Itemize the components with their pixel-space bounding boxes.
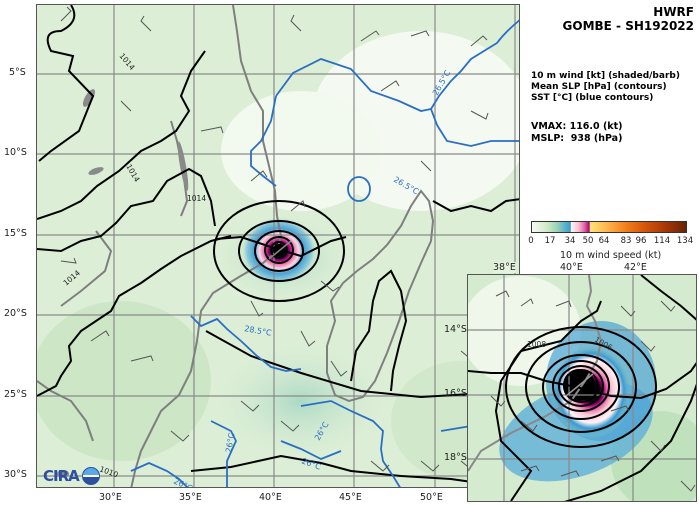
legend-slp: Mean SLP [hPa] (contours) bbox=[531, 82, 667, 92]
vmax-label: VMAX: 116.0 (kt) bbox=[531, 121, 623, 132]
inset-slp-label: 1008 bbox=[527, 340, 546, 349]
storm-name: GOMBE - SH192022 bbox=[562, 19, 694, 33]
lat-label-25s: 25°S bbox=[4, 389, 27, 400]
model-name: HWRF bbox=[653, 5, 694, 19]
lat-label-5s: 5°S bbox=[9, 67, 26, 78]
cira-logo-text: CIRA bbox=[43, 467, 80, 485]
field-legend: 10 m wind [kt] (shaded/barb) Mean SLP [h… bbox=[531, 71, 680, 104]
lat-label-10s: 10°S bbox=[4, 147, 27, 158]
lon-label-30e: 30°E bbox=[99, 492, 122, 503]
lon-label-50e: 50°E bbox=[420, 492, 443, 503]
inset-map-canvas: 1006 1008 bbox=[468, 275, 696, 501]
lakes bbox=[57, 89, 189, 478]
colorbar-tick: 96 bbox=[635, 236, 647, 246]
legend-wind: 10 m wind [kt] (shaded/barb) bbox=[531, 71, 680, 81]
inset-lon-label-42e: 42°E bbox=[624, 262, 647, 273]
inset-lat-label-16s: 16°S bbox=[444, 388, 467, 399]
csu-globe-icon bbox=[81, 467, 100, 485]
inset-lat-label-14s: 14°S bbox=[444, 324, 467, 335]
colorbar-tick: 34 bbox=[564, 236, 576, 246]
cira-logo: CIRA bbox=[43, 467, 100, 485]
inset-lon-label-38e: 38°E bbox=[493, 262, 516, 273]
lat-label-15s: 15°S bbox=[4, 228, 27, 239]
lon-label-35e: 35°E bbox=[179, 492, 202, 503]
colorbar-tick: 50 bbox=[582, 236, 594, 246]
colorbar-tick: 134 bbox=[676, 236, 694, 246]
inset-wind-barbs bbox=[490, 290, 696, 492]
colorbar-tick: 83 bbox=[620, 236, 632, 246]
lon-label-40e: 40°E bbox=[259, 492, 282, 503]
inset-zoom-map[interactable]: 1006 1008 bbox=[467, 274, 697, 502]
title-block: HWRF GOMBE - SH192022 bbox=[563, 5, 694, 33]
colorbar-title: 10 m wind speed (kt) bbox=[560, 250, 662, 261]
lon-label-45e: 45°E bbox=[339, 492, 362, 503]
inset-lon-label-40e: 40°E bbox=[560, 262, 583, 273]
main-map-canvas: 26.5°C 26.5°C 28.5°C 26°C 26°C 26°C 26°C… bbox=[37, 5, 519, 488]
storm-core bbox=[268, 240, 292, 260]
inset-lat-label-18s: 18°S bbox=[444, 452, 467, 463]
main-map[interactable]: 26.5°C 26.5°C 28.5°C 26°C 26°C 26°C 26°C… bbox=[36, 4, 520, 488]
mslp-label: MSLP: 938 (hPa) bbox=[531, 133, 623, 144]
inset-coastline bbox=[468, 275, 603, 472]
slp-label: 1014 bbox=[187, 194, 206, 203]
sst-label: 26°C bbox=[172, 477, 194, 488]
colorbar-tick: 114 bbox=[653, 236, 671, 246]
intensity-block: VMAX: 116.0 (kt) MSLP: 938 (hPa) bbox=[531, 121, 623, 145]
inset-storm-track bbox=[565, 373, 594, 397]
inset-slp-contours bbox=[468, 275, 696, 501]
sst-label: 26°C bbox=[224, 432, 236, 453]
legend-sst: SST [°C] (blue contours) bbox=[531, 93, 654, 103]
colorbar-tick: 64 bbox=[598, 236, 610, 246]
colorbar-tick: 0 bbox=[528, 236, 534, 246]
wind-speed-colorbar bbox=[531, 221, 687, 233]
lat-label-20s: 20°S bbox=[4, 308, 27, 319]
colorbar-tick: 17 bbox=[544, 236, 556, 246]
lat-label-30s: 30°S bbox=[4, 469, 27, 480]
